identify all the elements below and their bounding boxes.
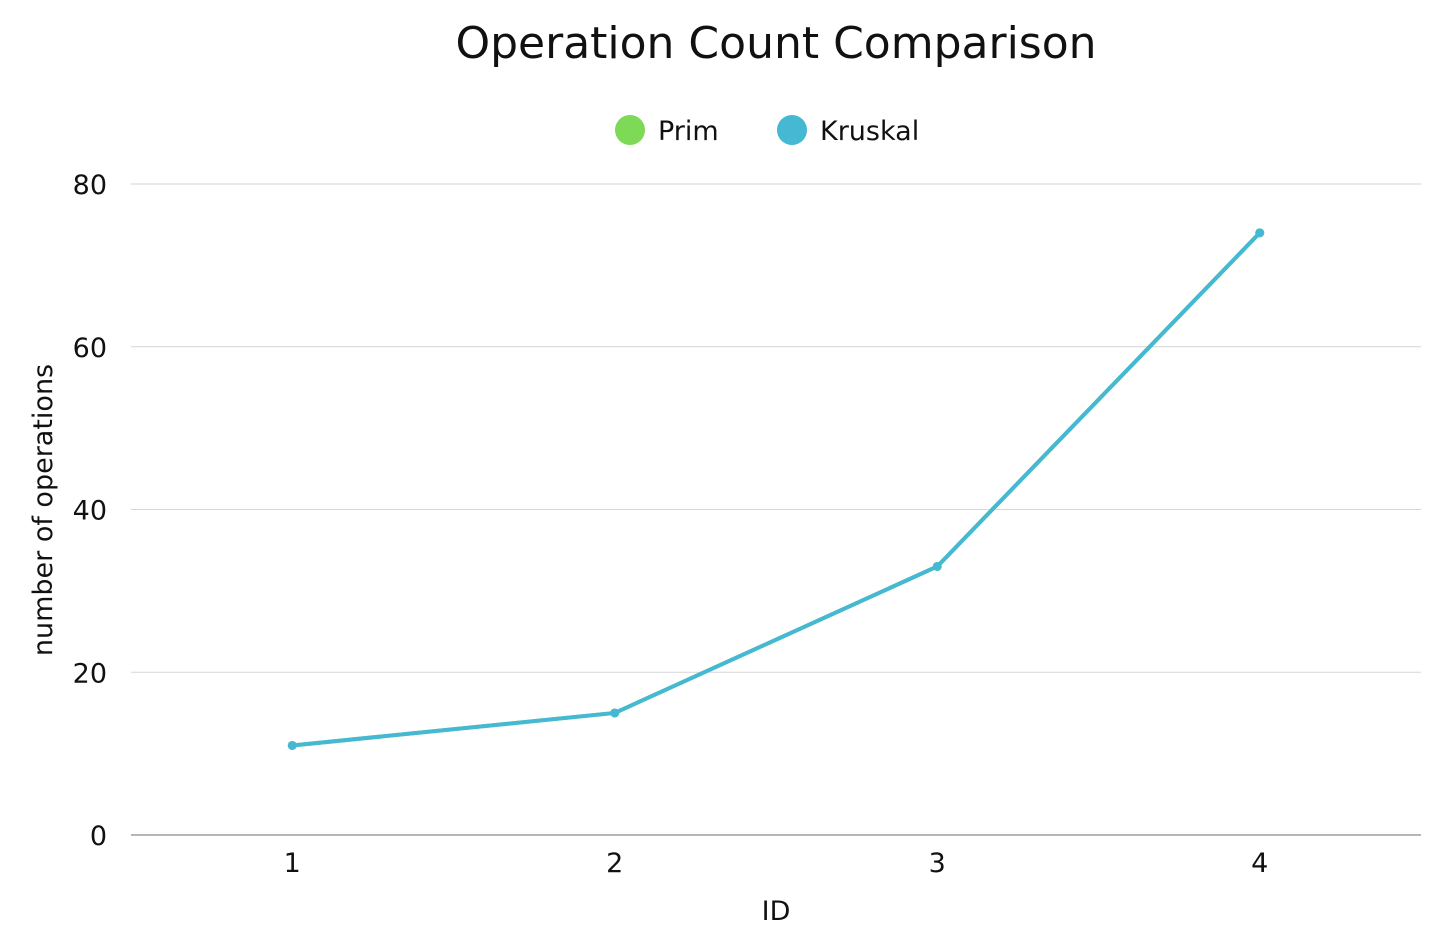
series-prim — [287, 228, 1265, 750]
x-tick-label: 3 — [929, 848, 946, 879]
legend-item[interactable]: Prim — [615, 115, 719, 147]
series-line — [290, 230, 1262, 748]
legend: Prim Kruskal — [615, 115, 919, 147]
y-tick-label: 60 — [73, 333, 107, 364]
chart-title: Operation Count Comparison — [455, 18, 1096, 69]
x-tick-label: 2 — [606, 848, 623, 879]
data-point[interactable] — [932, 561, 942, 571]
y-tick-label: 80 — [73, 170, 107, 201]
data-point[interactable] — [1255, 228, 1265, 238]
legend-label: Kruskal — [820, 116, 919, 147]
grid-lines — [131, 183, 1421, 836]
x-tick-label: 1 — [284, 848, 301, 879]
x-axis-ticks: 1 2 3 4 — [284, 848, 1269, 879]
legend-label: Prim — [658, 116, 719, 147]
series-kruskal — [287, 228, 1265, 750]
legend-swatch — [777, 115, 807, 145]
legend-item[interactable]: Kruskal — [777, 115, 919, 147]
series-line — [290, 230, 1262, 748]
series-layer — [287, 228, 1265, 750]
legend-swatch — [615, 115, 645, 145]
y-tick-label: 20 — [73, 658, 107, 689]
y-tick-label: 0 — [90, 821, 107, 852]
data-point[interactable] — [610, 708, 620, 718]
y-axis-label: number of operations — [28, 364, 59, 656]
x-tick-label: 4 — [1251, 848, 1268, 879]
data-point[interactable] — [287, 740, 297, 750]
x-axis-label: ID — [762, 896, 791, 927]
y-axis-ticks: 0 20 40 60 80 — [73, 170, 107, 852]
y-tick-label: 40 — [73, 496, 107, 527]
